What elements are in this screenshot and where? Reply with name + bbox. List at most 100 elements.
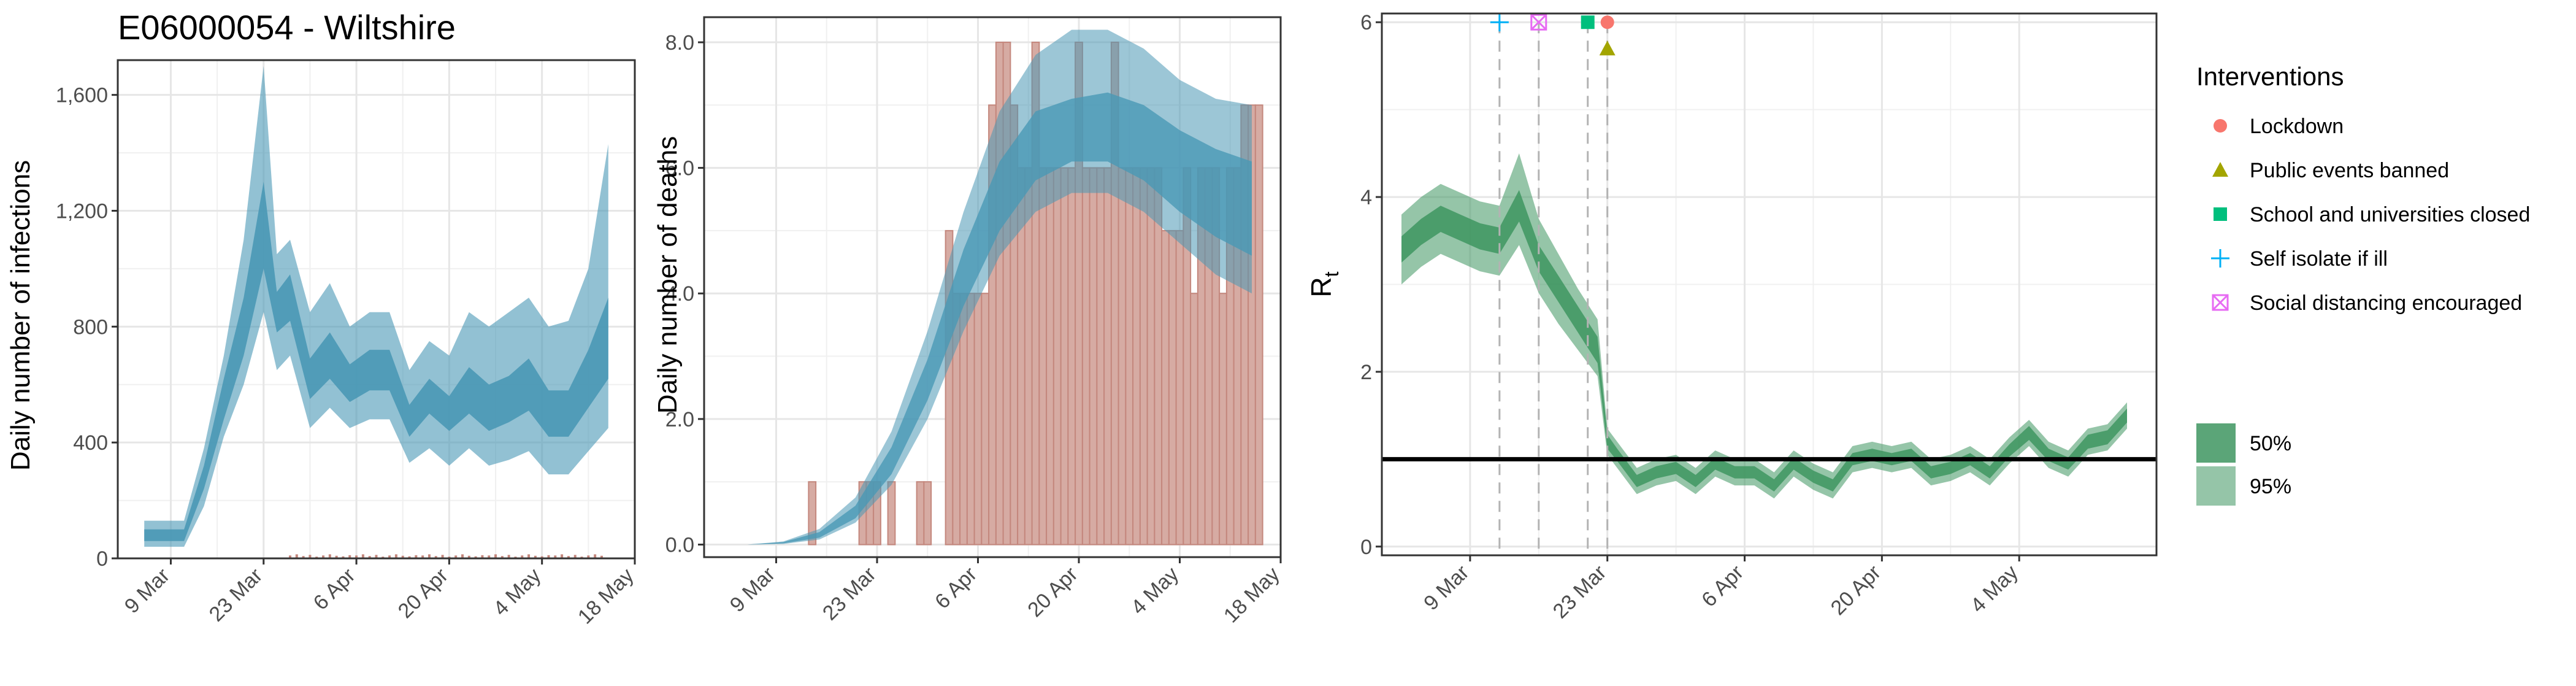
x-tick-label: 4 May	[1127, 563, 1183, 619]
death-bar	[1175, 229, 1184, 545]
observed-bar	[567, 556, 570, 558]
observed-bar	[408, 556, 411, 558]
death-bar	[1190, 293, 1198, 545]
death-bar	[923, 481, 932, 545]
observed-bar	[547, 555, 550, 558]
death-bar	[887, 481, 896, 545]
x-tick-label: 20 Apr	[1023, 563, 1082, 622]
y-tick-label: 2.0	[665, 408, 694, 431]
legend-marker-triangle	[2212, 162, 2228, 177]
legend-label: Public events banned	[2250, 159, 2449, 182]
y-axis-label: Daily number of deaths	[653, 136, 683, 414]
panel-deaths: 0.0 2.0 4.0 6.0 8.0 9 Mar 23 Mar 6 Apr 20 Apr 4 M…	[653, 16, 1284, 627]
x-tick-label: 6 Apr	[309, 564, 360, 615]
rt-50-band	[1401, 190, 2127, 491]
death-bar	[808, 481, 817, 545]
observed-bar	[554, 555, 557, 558]
x-tick-label: 23 Mar	[205, 564, 267, 626]
death-bar	[1067, 167, 1076, 545]
observed-bar	[302, 556, 305, 558]
box	[1530, 13, 1547, 31]
observed-bar	[474, 556, 477, 558]
observed-bar	[441, 555, 444, 558]
observed-bar	[355, 555, 358, 558]
legend-label: Lockdown	[2250, 115, 2344, 138]
death-bar	[1081, 167, 1091, 545]
y-axis-label: Daily number of infections	[6, 160, 36, 471]
observed-bar	[309, 555, 312, 558]
ylabel-main: R	[1305, 277, 1337, 297]
box	[2212, 294, 2229, 311]
legend-band-swatch	[2196, 423, 2236, 463]
death-bar	[1103, 167, 1112, 545]
panel-border	[1381, 12, 2158, 557]
death-bar	[973, 293, 983, 545]
death-bar	[1161, 229, 1170, 545]
observed-bar	[342, 556, 345, 558]
observed-bar	[361, 554, 364, 558]
observed-bar	[348, 555, 351, 558]
y-axis-label: Rt	[1305, 271, 1343, 297]
observed-bar	[322, 555, 325, 558]
infections-50-band	[144, 182, 608, 541]
y-tick-label: 2	[1360, 361, 1372, 384]
legend-label: School and universities closed	[2250, 203, 2530, 226]
observed-bar	[500, 556, 504, 558]
death-bar	[1096, 167, 1105, 545]
observed-bar	[481, 555, 484, 558]
observed-bar	[494, 554, 497, 558]
panel-rt: 0 2 4 6 9 Mar 23 Mar 6 Apr 20 Apr 4 May Rt	[1305, 11, 2158, 623]
panel-border	[117, 59, 636, 560]
observed-bar	[421, 555, 424, 558]
intervention-marker-circle	[1600, 15, 1614, 29]
legend-band-label: 95%	[2250, 475, 2291, 498]
y-tick-label: 6	[1360, 11, 1372, 34]
observed-bar	[507, 555, 510, 558]
legend-band-label: 50%	[2250, 432, 2291, 455]
y-tick-label: 4.0	[665, 282, 694, 306]
observed-bar	[573, 555, 577, 558]
observed-bar	[289, 555, 291, 558]
death-bar	[1052, 167, 1062, 545]
observed-bar	[461, 554, 464, 558]
legend-marker-circle	[2214, 119, 2227, 133]
death-bar	[1024, 167, 1033, 545]
panel-infections: 0 400 800 1,200 1,600 9 Mar 23 Mar 6 Apr 20 Apr 4…	[6, 59, 638, 628]
observed-bar	[454, 555, 458, 558]
observed-bar	[415, 555, 418, 558]
observed-bar	[401, 555, 404, 558]
observed-bar	[594, 554, 597, 558]
y-tick-label: 400	[73, 431, 108, 455]
observed-bar	[540, 556, 543, 558]
legend-marker-plus	[2211, 249, 2229, 268]
x-tick-label: 20 Apr	[394, 564, 453, 623]
deaths-50-band	[747, 92, 1252, 545]
observed-bar	[534, 555, 537, 558]
x-tick-label: 6 Apr	[930, 563, 981, 614]
observed-bar	[600, 555, 603, 558]
x-tick-label: 23 Mar	[1549, 561, 1611, 623]
death-bar	[1139, 167, 1148, 545]
x-tick-label: 20 Apr	[1827, 561, 1885, 620]
x-tick-label: 9 Mar	[1419, 561, 1473, 615]
x-tick-label: 4 May	[1966, 561, 2022, 617]
x-tick-label: 23 Mar	[818, 563, 881, 625]
observed-bar	[527, 554, 531, 558]
observed-bar	[328, 554, 331, 558]
intervention-marker-plus	[1490, 13, 1509, 32]
rt-95-band	[1401, 153, 2127, 499]
observed-bar	[434, 556, 437, 558]
intervention-marker-triangle	[1599, 40, 1616, 56]
observed-bar	[335, 555, 338, 558]
death-bar	[1146, 167, 1156, 545]
legend: Interventions Lockdown Public events banne…	[2196, 62, 2530, 506]
death-bar	[1132, 167, 1141, 545]
death-bar	[1046, 167, 1054, 545]
panel-border	[703, 16, 1282, 558]
intervention-marker-square	[1581, 15, 1595, 29]
legend-band-swatch	[2196, 466, 2236, 506]
death-bar	[916, 481, 925, 545]
y-tick-label: 4	[1360, 186, 1372, 209]
x2	[2212, 294, 2229, 311]
death-bar	[1089, 167, 1098, 545]
